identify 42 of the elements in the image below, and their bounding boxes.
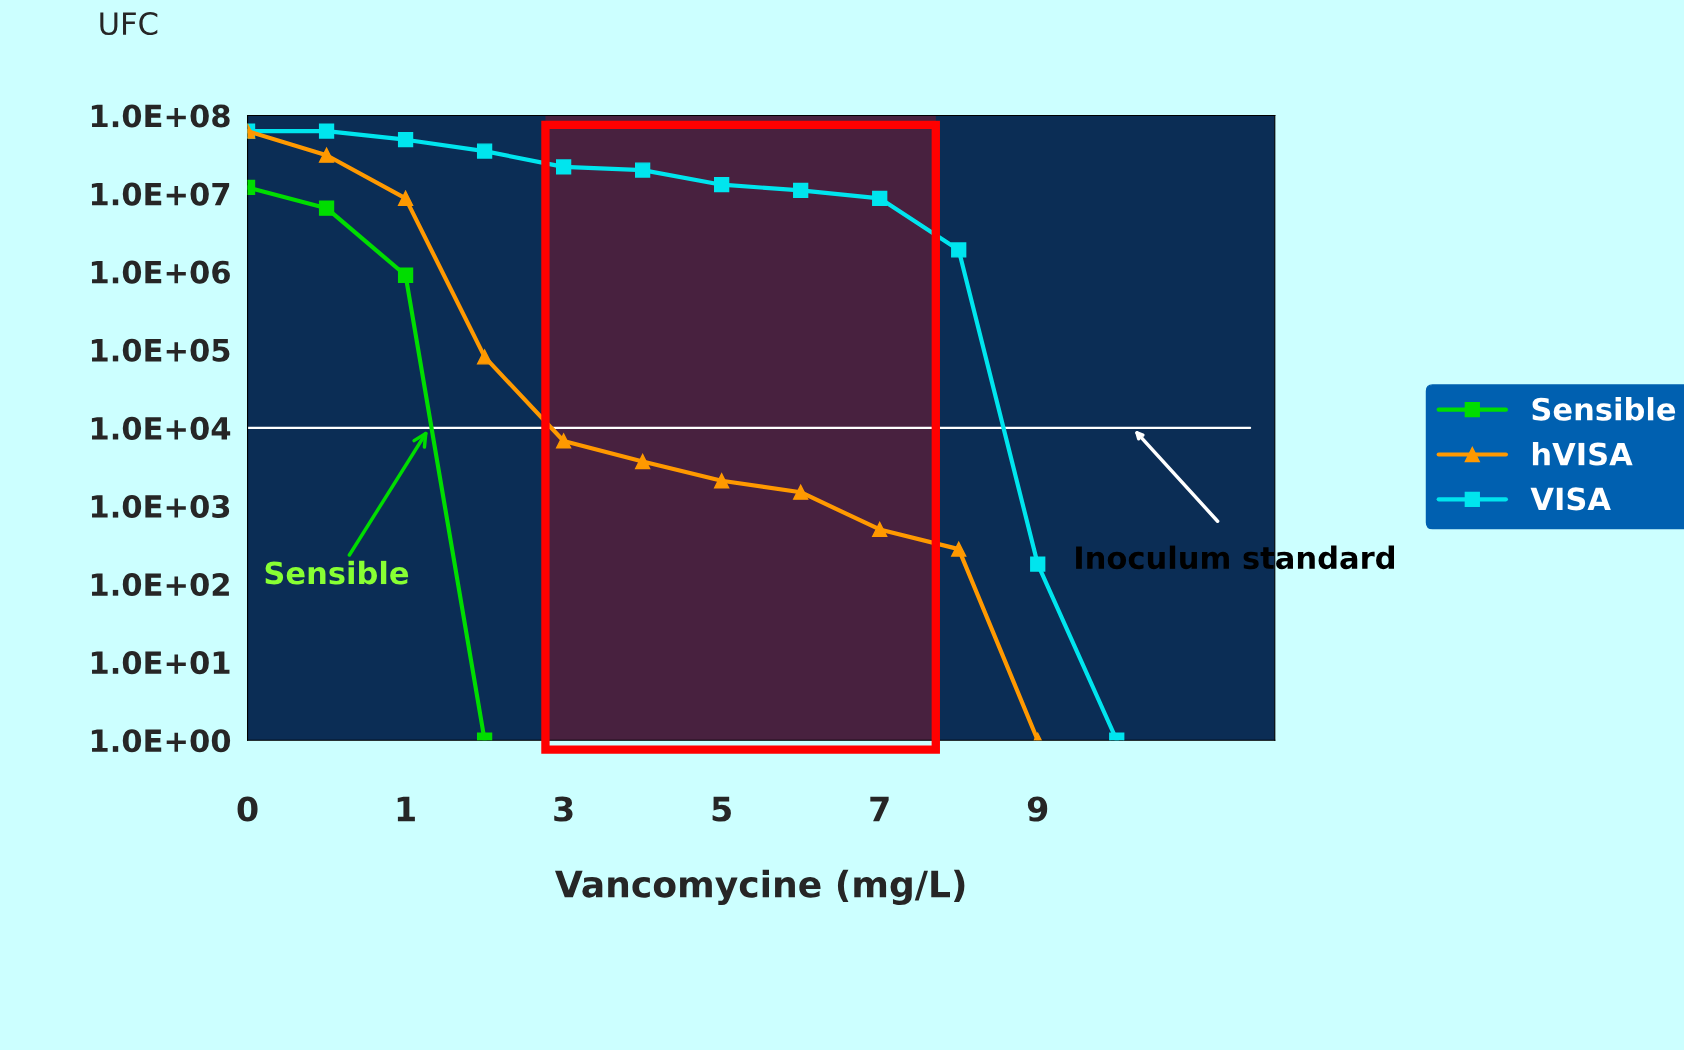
annotation: Sensible <box>265 560 409 585</box>
point <box>872 190 888 206</box>
point <box>1030 556 1046 572</box>
y-tick-label: 1.0E+06 <box>91 260 230 284</box>
x-tick-label: 9 <box>1027 796 1048 822</box>
point <box>951 242 967 258</box>
point <box>951 541 967 557</box>
point <box>635 453 651 470</box>
x-axis-title: Vancomycine (mg/L) <box>555 869 965 905</box>
x-tick-label: 1 <box>397 796 415 822</box>
point <box>318 123 335 139</box>
point <box>397 132 414 148</box>
point <box>397 267 414 283</box>
point <box>714 473 730 489</box>
x-tick-label: 3 <box>554 796 573 822</box>
point <box>635 162 651 178</box>
y-tick-label: 1.0E+04 <box>91 416 231 440</box>
point <box>555 433 572 449</box>
x-tick-label: 5 <box>712 796 731 822</box>
y-tick-label: 1.0E+00 <box>91 729 231 753</box>
x-tick-label: 0 <box>237 796 258 822</box>
y-tick-label: 1.0E+07 <box>91 182 230 206</box>
y-tick-label: 1.0E+02 <box>91 572 229 597</box>
x-tick-label: 7 <box>870 796 889 822</box>
point <box>555 159 572 175</box>
point <box>714 177 730 193</box>
point <box>318 200 335 216</box>
y-tick-label: 1.0E+08 <box>91 104 230 128</box>
point <box>397 190 414 206</box>
y-tick-label: 1.0E+01 <box>91 651 230 675</box>
point <box>872 521 888 538</box>
legend-label: Sensible <box>1532 397 1676 421</box>
point <box>318 147 335 163</box>
y-axis-title: UFC <box>100 12 158 36</box>
point <box>476 349 493 365</box>
point <box>793 484 809 500</box>
legend-label: hVISA <box>1532 441 1633 466</box>
y-tick-label: 1.0E+05 <box>91 338 230 362</box>
y-tick-label: 1.0E+03 <box>91 494 230 519</box>
legend-label: VISA <box>1530 487 1611 511</box>
point <box>793 182 809 199</box>
point <box>476 143 493 159</box>
